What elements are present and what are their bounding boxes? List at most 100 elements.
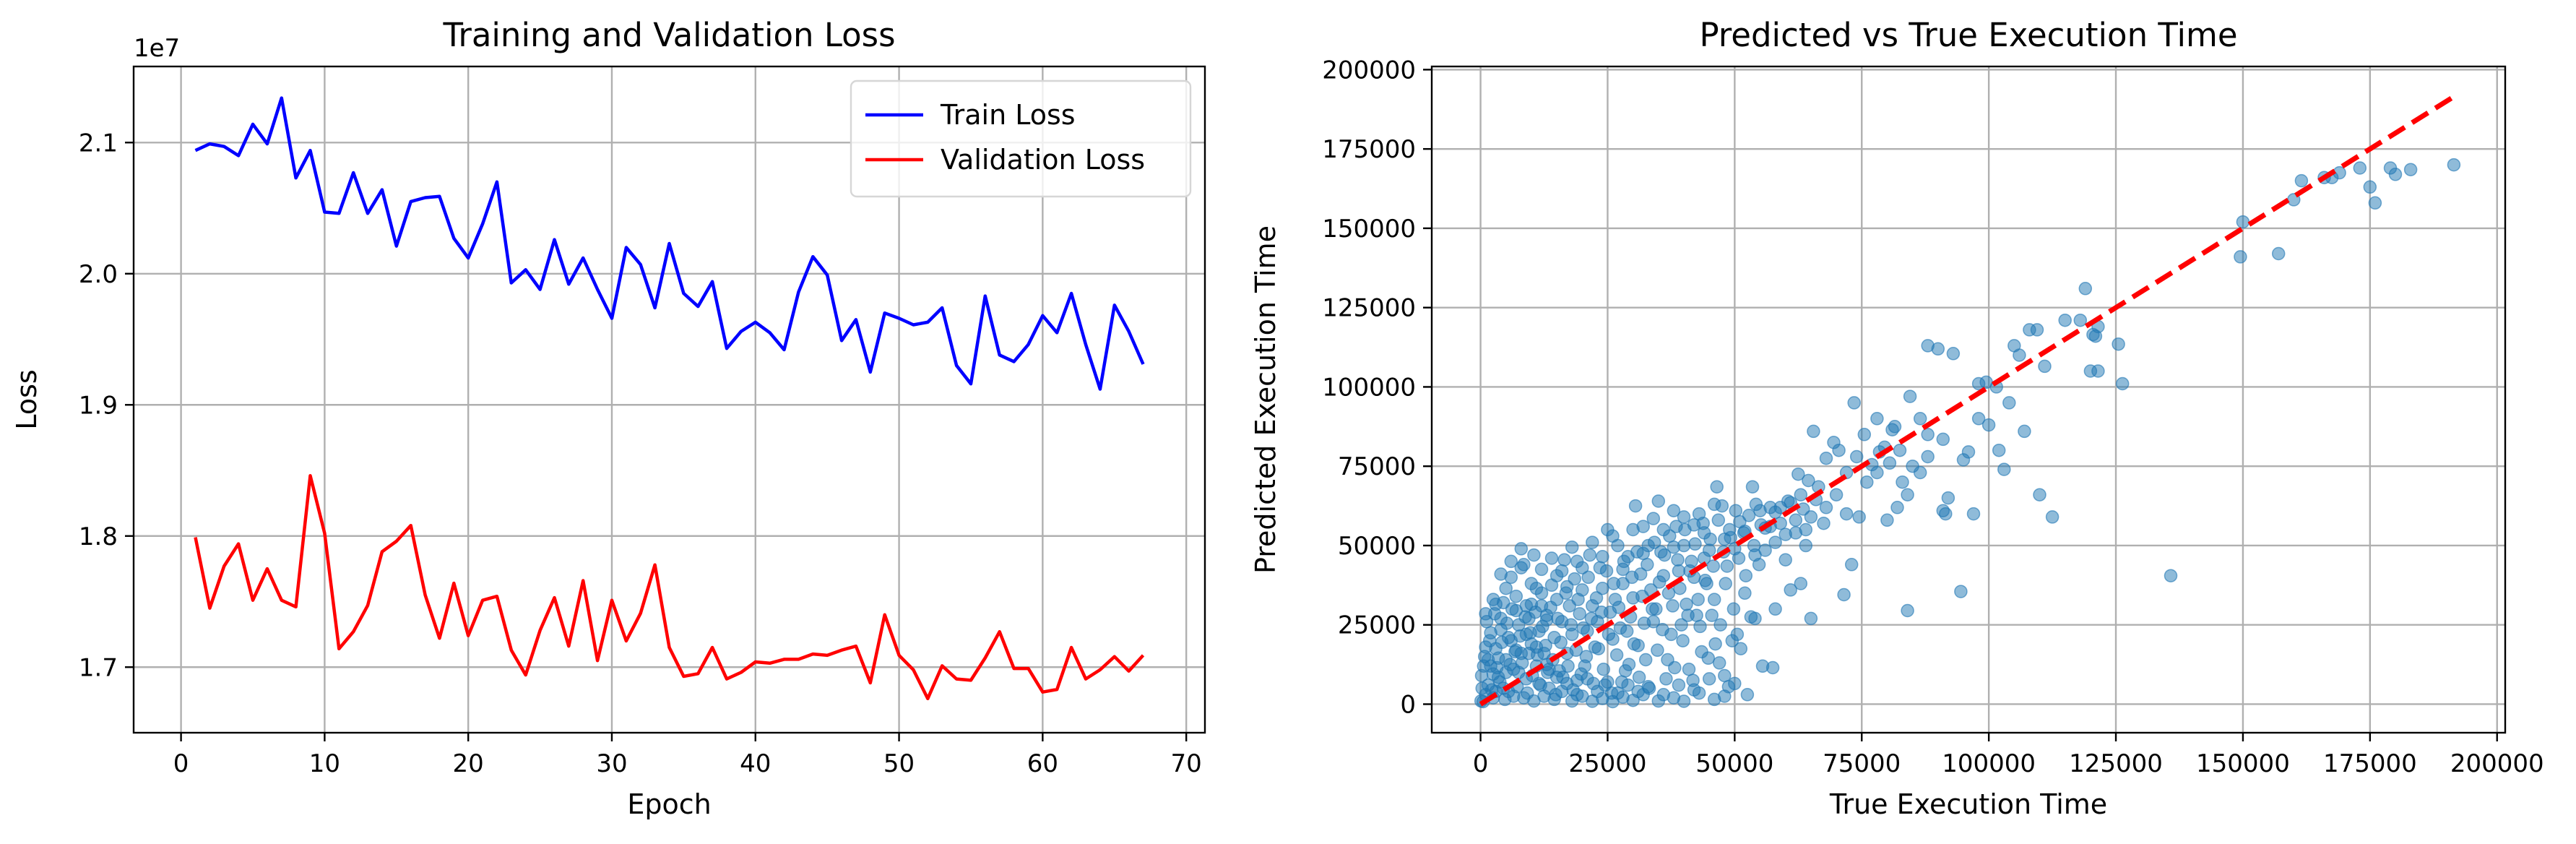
scatter-point (1705, 608, 1719, 622)
scatter-point (1504, 554, 1518, 569)
scatter-point (1609, 648, 1624, 662)
scatter-point (1748, 548, 1762, 562)
scatter-point (1534, 562, 1549, 577)
scatter-point (1681, 608, 1695, 622)
scatter-point (1666, 599, 1680, 613)
scatter-point (1565, 540, 1579, 554)
x-tick-label: 150000 (2196, 749, 2290, 778)
scatter-point (1564, 618, 1578, 632)
y-tick-label: 1.9 (79, 391, 118, 420)
y-tick-label: 2.0 (79, 260, 118, 289)
scatter-point (1870, 465, 1884, 480)
axes-frame (1430, 65, 2507, 734)
x-tick-label: 50000 (1695, 749, 1773, 778)
scatter-point (1738, 586, 1752, 600)
scatter-point (1494, 567, 1508, 581)
scatter-point (1651, 643, 1664, 658)
scatter-point (1581, 672, 1594, 686)
scatter-point (1494, 611, 1508, 626)
scatter-point (1524, 597, 1539, 611)
scatter-point (1827, 436, 1841, 449)
scatter-point (2073, 313, 2088, 327)
scatter-point (1712, 656, 1726, 670)
scatter-point (1602, 627, 1616, 642)
scatter-point (1702, 672, 1716, 686)
scatter-point (1571, 593, 1585, 606)
scatter-point (1532, 676, 1546, 691)
scatter-point (1768, 535, 1782, 549)
scatter-point (1534, 586, 1549, 600)
scatter-point (1966, 507, 1981, 521)
scatter-point (1799, 522, 1813, 537)
scatter-point (1687, 518, 1701, 532)
scatter-point (2078, 282, 2093, 296)
scatter-point (2403, 163, 2418, 176)
scatter-point (1622, 658, 1636, 671)
scatter-point (1667, 540, 1681, 554)
scatter-point (1627, 637, 1641, 651)
scatter-point (1857, 428, 1872, 442)
scatter-point (1896, 475, 1909, 489)
scatter-point (1529, 640, 1544, 654)
scatter-point (1509, 589, 1523, 603)
scatter-point (1890, 501, 1904, 514)
scatter-point (1739, 569, 1753, 582)
scatter-point (1844, 558, 1859, 572)
x-tick-label: 60 (1027, 749, 1058, 778)
scatter-point (1544, 551, 1559, 565)
scatter-point (1612, 600, 1626, 614)
scatter-point (1519, 627, 1534, 642)
scatter-point (1749, 497, 1763, 512)
scatter-point (1646, 512, 1661, 525)
scatter-point (2112, 337, 2125, 351)
scatter-point (1954, 585, 1968, 598)
x-tick-label: 0 (1473, 749, 1489, 778)
scatter-point (1693, 619, 1707, 634)
scatter-point (1539, 608, 1554, 622)
scatter-point (1677, 510, 1691, 524)
scatter-point (2236, 215, 2250, 229)
scatter-point (1601, 675, 1615, 689)
scatter-point (1550, 670, 1564, 684)
y-offset-label: 1e7 (134, 34, 180, 63)
scatter-point (1847, 396, 1861, 410)
scatter-point (1921, 428, 1935, 442)
scatter-point (1607, 577, 1621, 590)
scatter-point (2383, 161, 2398, 175)
scatter-point (1560, 580, 1574, 594)
scatter-point (1807, 424, 1820, 439)
scatter-point (1885, 423, 1899, 436)
scatter-point (1708, 637, 1722, 651)
scatter-point (1505, 602, 1519, 616)
y-tick-label: 175000 (1322, 135, 1416, 164)
scatter-point (1742, 509, 1756, 522)
scatter-point (1606, 529, 1620, 543)
legend-box (850, 79, 1192, 198)
y-tick-label: 1.8 (79, 522, 118, 551)
x-axis-label: Epoch (627, 788, 711, 820)
scatter-point (1581, 570, 1595, 585)
scatter-point (2033, 488, 2046, 501)
scatter-point (1481, 653, 1495, 667)
scatter-point (1656, 688, 1671, 702)
scatter-point (1713, 618, 1727, 632)
scatter-point (1768, 602, 1782, 616)
scatter-point (1992, 443, 2006, 457)
scatter-point (1768, 505, 1782, 520)
scatter-point (1941, 491, 1955, 505)
scatter-point (1596, 550, 1609, 564)
y-tick-label: 75000 (1338, 452, 1416, 481)
x-tick-label: 30 (596, 749, 627, 778)
scatter-point (1819, 501, 1833, 514)
scatter-point (1628, 499, 1643, 513)
scatter-point (1701, 651, 1716, 666)
series-line-train-loss (194, 96, 1145, 391)
scatter-point (1870, 412, 1884, 426)
scatter-point (1971, 376, 1986, 391)
scatter-point (1936, 504, 1950, 517)
x-tick-label: 175000 (2323, 749, 2417, 778)
scatter-point (1901, 603, 1914, 618)
series-line-validation-loss (194, 474, 1145, 701)
scatter-point (1674, 618, 1688, 632)
